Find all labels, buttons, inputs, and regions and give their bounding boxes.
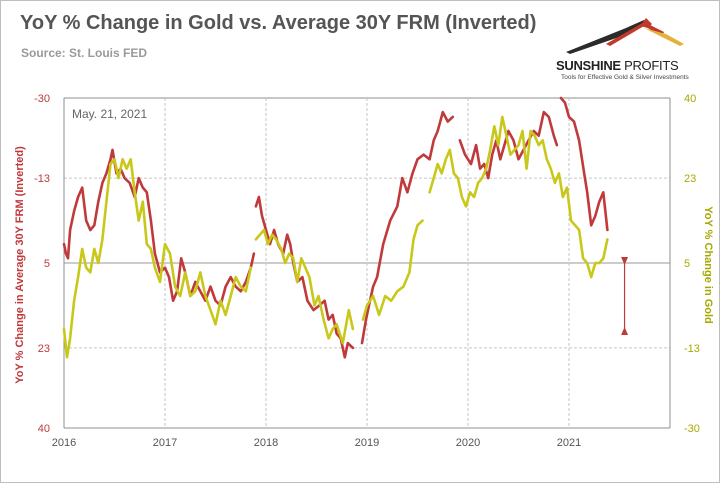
y-left-tick-label: -30 [34, 93, 50, 105]
tick-labels: -30 -13 5 23 40 40 23 5 -13 -30 2016 2017 2018 2019 20… [34, 93, 700, 449]
y-right-tick-label: -30 [684, 423, 700, 435]
y-left-tick-label: 40 [38, 423, 50, 435]
mortgage-rate-line [360, 110, 455, 345]
gold-change-line [428, 115, 609, 279]
gold-change-line [254, 228, 355, 345]
x-tick-label: 2021 [557, 437, 581, 449]
y-left-tick-label: 5 [44, 258, 50, 270]
x-tick-label: 2017 [153, 437, 177, 449]
grid [63, 97, 671, 429]
logo-brand-bold: SUNSHINE [556, 58, 621, 73]
mortgage-rate-line [62, 148, 256, 307]
series-layer [62, 96, 609, 359]
arrow-head-up [621, 327, 629, 335]
logo-tagline: Tools for Effective Gold & Silver Invest… [561, 74, 689, 81]
source-label: Source: St. Louis FED [21, 46, 148, 60]
y-right-tick-label: -13 [684, 343, 700, 355]
mortgage-rate-line [559, 96, 609, 232]
x-tick-label: 2016 [52, 437, 76, 449]
date-annotation: May. 21, 2021 [72, 107, 147, 121]
x-tick-label: 2020 [456, 437, 480, 449]
y-right-tick-label: 23 [684, 173, 696, 185]
y-left-tick-label: -13 [34, 173, 50, 185]
range-arrow [621, 257, 629, 335]
gold-change-line [361, 219, 424, 321]
y-axis-right-label: YoY % Change in Gold [702, 206, 714, 324]
sunshine-profits-logo: SUNSHINE PROFITS Tools for Effective Gol… [556, 14, 706, 84]
logo-swoosh-icon [566, 18, 684, 54]
arrow-head-down [621, 257, 629, 265]
y-axis-left-label: YoY % Change in Average 30Y FRM (Inverte… [14, 146, 26, 384]
chart-title: YoY % Change in Gold vs. Average 30Y FRM… [20, 12, 537, 34]
logo-brand: SUNSHINE PROFITS [556, 58, 679, 73]
y-right-tick-label: 5 [684, 258, 690, 270]
y-right-tick-label: 40 [684, 93, 696, 105]
logo-brand-light: PROFITS [620, 58, 679, 73]
y-left-tick-label: 23 [38, 343, 50, 355]
x-tick-label: 2019 [355, 437, 379, 449]
gold-change-line [62, 158, 253, 359]
x-tick-label: 2018 [254, 437, 278, 449]
